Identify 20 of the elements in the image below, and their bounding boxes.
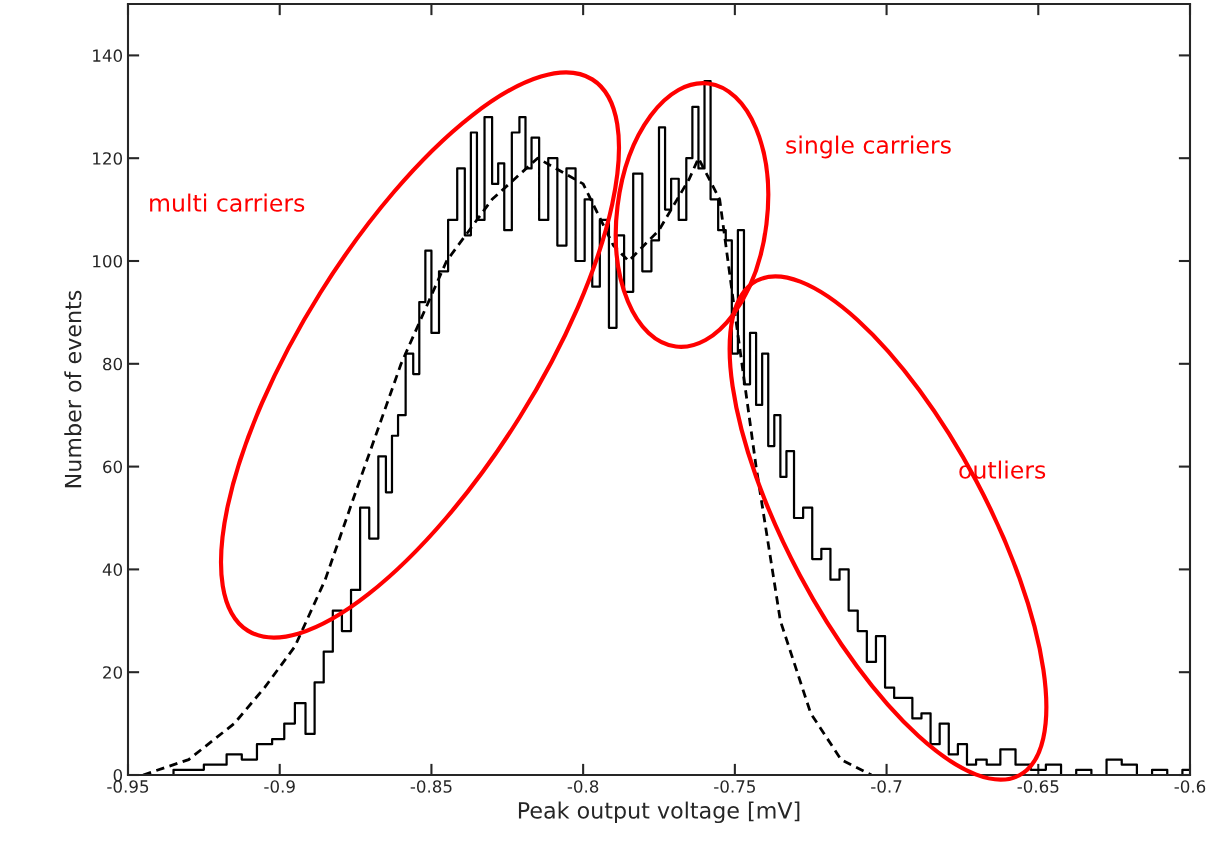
y-tick-label: 60	[103, 460, 123, 474]
y-tick-label: 100	[93, 254, 123, 268]
y-tick-label: 120	[93, 152, 123, 165]
x-tick-label: -0.65	[1017, 780, 1059, 793]
y-tick-label: 140	[93, 49, 123, 62]
x-axis-title: Peak output voltage [mV]	[518, 801, 800, 824]
x-tick-label: -0.85	[410, 780, 452, 793]
y-tick-label: 40	[102, 563, 123, 576]
x-tick-label: -0.6	[1174, 780, 1206, 793]
x-tick-label: -0.95	[107, 780, 149, 793]
annotation: multi carriers	[150, 193, 305, 212]
x-tick-label: -0.8	[567, 780, 599, 793]
x-tick-label: -0.9	[264, 780, 295, 793]
annotation: single carriers	[786, 135, 951, 159]
y-tick-label: 20	[103, 666, 123, 679]
y-tick-label: 80	[103, 357, 123, 371]
y-axis-title: Number of events	[64, 290, 82, 488]
y-tick-label: 0	[113, 768, 123, 782]
x-tick-label: -0.7	[871, 780, 902, 793]
x-tick-label: -0.75	[714, 780, 755, 793]
